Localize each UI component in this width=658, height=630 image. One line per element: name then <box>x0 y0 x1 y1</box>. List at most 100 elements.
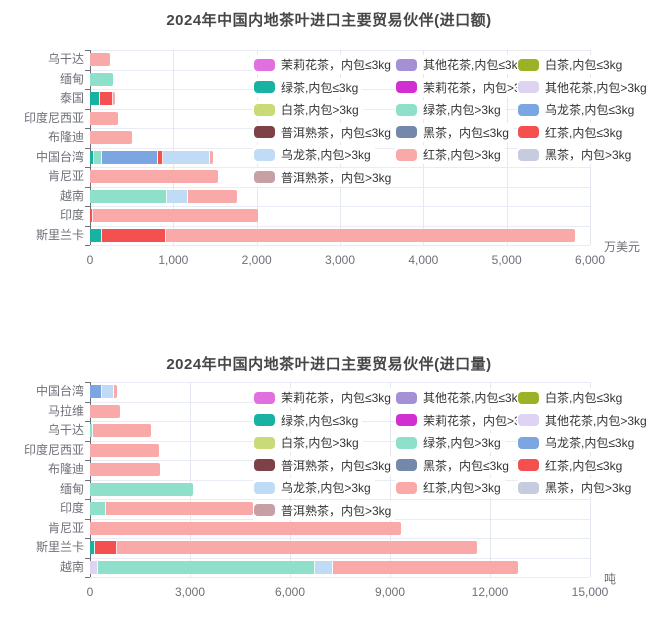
y-axis-category-label: 布隆迪 <box>47 462 84 477</box>
legend-item[interactable]: 绿茶,内包≤3kg <box>253 410 363 430</box>
bar-segment[interactable] <box>93 424 151 438</box>
y-axis-category-label: 印度 <box>59 208 84 223</box>
legend-item[interactable]: 绿茶,内包>3kg <box>395 433 505 452</box>
bar-segment[interactable] <box>90 521 401 535</box>
bar-segment[interactable] <box>93 209 259 223</box>
bar-segment[interactable] <box>332 560 518 574</box>
bar-segment[interactable] <box>90 463 160 477</box>
y-axis-category-label: 乌干达 <box>47 52 84 67</box>
legend-label: 红茶,内包>3kg <box>423 148 501 162</box>
legend-item[interactable]: 绿茶,内包>3kg <box>395 100 505 119</box>
legend-item[interactable]: 普洱熟茶，内包≤3kg <box>253 455 395 475</box>
legend-item[interactable]: 乌龙茶,内包>3kg <box>253 145 375 164</box>
legend-item[interactable]: 普洱熟茶，内包≤3kg <box>253 122 395 142</box>
bar-segment[interactable] <box>90 424 94 438</box>
legend-item[interactable]: 其他花茶,内包>3kg <box>517 77 651 97</box>
x-axis-tick-label: 4,000 <box>408 253 439 267</box>
bar-segment[interactable] <box>90 560 98 574</box>
bar-segment[interactable] <box>90 170 219 184</box>
bar-segment[interactable] <box>100 92 113 106</box>
bar-segment[interactable] <box>90 228 102 242</box>
legend-item[interactable]: 其他花茶,内包≤3kg <box>395 388 529 407</box>
bar-segment[interactable] <box>90 111 119 125</box>
legend-item[interactable]: 乌龙茶,内包>3kg <box>253 478 375 497</box>
bar-segment[interactable] <box>90 209 94 223</box>
bar-segment[interactable] <box>101 228 166 242</box>
legend-swatch <box>518 81 539 93</box>
legend-item[interactable]: 乌龙茶,内包≤3kg <box>517 100 639 119</box>
bar-row <box>90 170 219 184</box>
legend-item[interactable]: 绿茶,内包≤3kg <box>253 77 363 97</box>
y-axis-category-label: 中国台湾 <box>35 384 84 399</box>
legend-swatch <box>518 414 539 426</box>
legend-item[interactable]: 红茶,内包≤3kg <box>517 455 627 475</box>
legend-item[interactable]: 茉莉花茶，内包>3kg <box>395 77 538 97</box>
legend-item[interactable]: 白茶,内包>3kg <box>253 100 363 119</box>
legend-item[interactable]: 茉莉花茶，内包≤3kg <box>253 55 395 74</box>
bar-segment[interactable] <box>314 560 333 574</box>
legend-label: 黑茶，内包≤3kg <box>423 125 509 140</box>
bar-segment[interactable] <box>101 385 115 399</box>
y-axis-tick <box>85 147 90 149</box>
gridline-horizontal <box>90 245 590 246</box>
bar-segment[interactable] <box>90 189 167 203</box>
legend-item[interactable]: 其他花茶,内包≤3kg <box>395 55 529 74</box>
legend-item[interactable]: 茉莉花茶，内包>3kg <box>395 410 538 430</box>
bar-segment[interactable] <box>90 502 106 516</box>
bar-segment[interactable] <box>114 385 117 399</box>
bar-segment[interactable] <box>90 541 95 555</box>
y-axis-tick <box>85 499 90 500</box>
y-axis-tick <box>85 108 90 110</box>
y-axis-tick <box>85 225 90 227</box>
bar-segment[interactable] <box>166 189 189 203</box>
bar-segment[interactable] <box>162 150 210 164</box>
bar-segment[interactable] <box>94 150 102 164</box>
gridline-vertical <box>390 382 391 577</box>
y-axis-tick <box>85 538 90 539</box>
legend-item[interactable]: 乌龙茶,内包≤3kg <box>517 433 639 452</box>
bar-row <box>90 560 518 574</box>
legend-item[interactable]: 茉莉花茶，内包≤3kg <box>253 388 395 407</box>
bar-segment[interactable] <box>116 541 477 555</box>
legend-item[interactable]: 黑茶，内包>3kg <box>517 478 636 497</box>
bar-segment[interactable] <box>209 150 213 164</box>
bar-segment[interactable] <box>105 502 253 516</box>
bar-segment[interactable] <box>90 131 132 145</box>
bar-segment[interactable] <box>165 228 575 242</box>
legend-swatch <box>396 414 417 426</box>
bar-segment[interactable] <box>90 92 100 106</box>
x-axis-tick-label: 5,000 <box>491 253 522 267</box>
bar-segment[interactable] <box>95 541 117 555</box>
bar-segment[interactable] <box>158 150 163 164</box>
y-axis-tick <box>85 245 90 246</box>
legend-item[interactable]: 白茶,内包≤3kg <box>517 55 627 74</box>
legend-item[interactable]: 黑茶，内包>3kg <box>517 145 636 164</box>
legend-label: 白茶,内包≤3kg <box>545 58 623 72</box>
legend-swatch <box>254 436 275 449</box>
bar-segment[interactable] <box>90 385 102 399</box>
legend-item[interactable]: 红茶,内包>3kg <box>395 145 505 164</box>
legend-item[interactable]: 黑茶，内包≤3kg <box>395 455 513 475</box>
bar-segment[interactable] <box>90 482 194 496</box>
legend-item[interactable]: 其他花茶,内包>3kg <box>517 410 651 430</box>
bar-segment[interactable] <box>90 53 110 67</box>
bar-segment[interactable] <box>97 560 315 574</box>
legend-item[interactable]: 红茶,内包≤3kg <box>517 122 627 142</box>
bar-segment[interactable] <box>90 443 160 457</box>
x-axis-unit-label: 万美元 <box>604 240 641 254</box>
legend-swatch <box>254 126 275 138</box>
bar-segment[interactable] <box>90 404 120 418</box>
legend-item[interactable]: 白茶,内包≤3kg <box>517 388 627 407</box>
legend-item[interactable]: 白茶,内包>3kg <box>253 433 363 452</box>
legend-item[interactable]: 黑茶，内包≤3kg <box>395 122 513 142</box>
legend-item[interactable]: 普洱熟茶，内包>3kg <box>253 500 396 520</box>
bar-segment[interactable] <box>112 92 115 106</box>
bar-segment[interactable] <box>188 189 237 203</box>
legend-item[interactable]: 红茶,内包>3kg <box>395 478 505 497</box>
bar-segment[interactable] <box>101 150 159 164</box>
legend-label: 茉莉花茶，内包>3kg <box>423 413 534 428</box>
bar-segment[interactable] <box>90 72 113 86</box>
bar-segment[interactable] <box>90 150 95 164</box>
legend-item[interactable]: 普洱熟茶，内包>3kg <box>253 167 396 187</box>
y-axis-tick <box>85 557 90 559</box>
